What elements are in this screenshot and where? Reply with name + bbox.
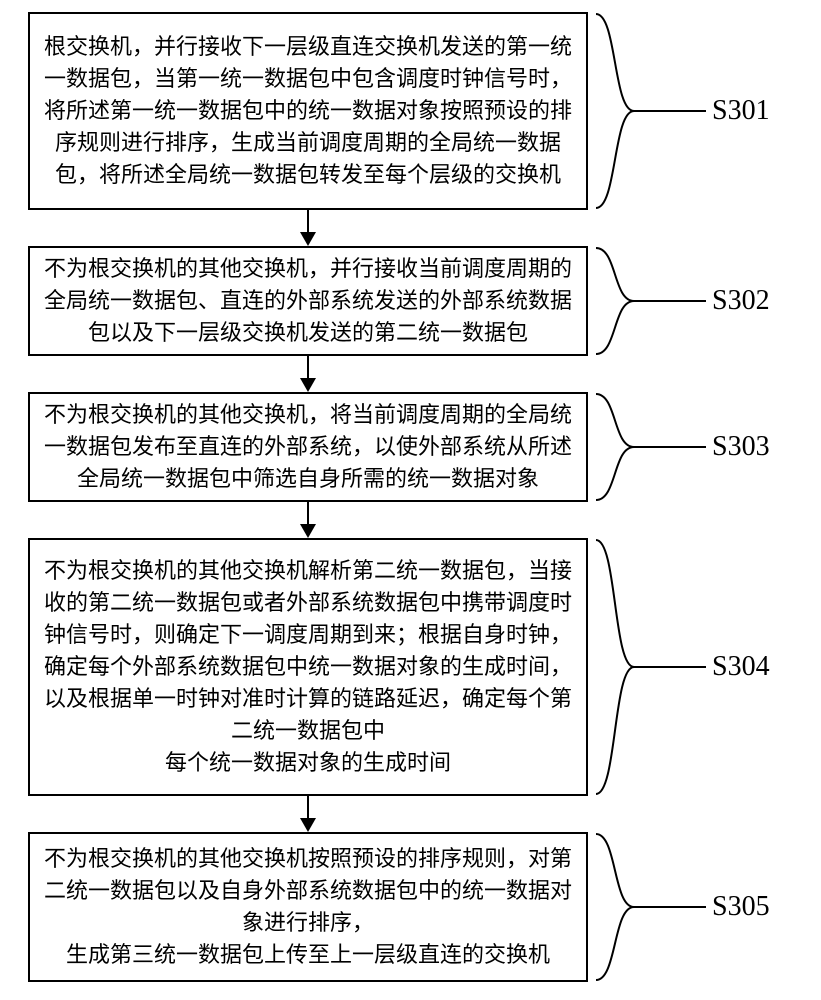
flow-step-text: 不为根交换机的其他交换机，将当前调度周期的全局统一数据包发布至直连的外部系统，以… (40, 399, 576, 495)
arrow-stem-s302 (307, 356, 309, 378)
brace-tick-s304 (634, 666, 706, 668)
arrow-head-s303 (300, 524, 316, 538)
arrow-head-s304 (300, 818, 316, 832)
brace-s305 (596, 832, 634, 982)
flowchart-canvas: 根交换机，并行接收下一层级直连交换机发送的第一统一数据包，当第一统一数据包中包含… (0, 0, 821, 1000)
brace-s303 (596, 392, 634, 502)
flow-step-s305: 不为根交换机的其他交换机按照预设的排序规则，对第二统一数据包以及自身外部系统数据… (28, 832, 588, 982)
arrow-stem-s303 (307, 502, 309, 524)
step-label-s303: S303 (712, 431, 770, 463)
brace-tick-s301 (634, 110, 706, 112)
arrow-head-s301 (300, 232, 316, 246)
brace-s302 (596, 246, 634, 356)
brace-s304 (596, 538, 634, 796)
step-label-s302: S302 (712, 285, 770, 317)
brace-tick-s302 (634, 300, 706, 302)
flow-step-text: 根交换机，并行接收下一层级直连交换机发送的第一统一数据包，当第一统一数据包中包含… (40, 31, 576, 190)
brace-tick-s303 (634, 446, 706, 448)
step-label-s305: S305 (712, 891, 770, 923)
brace-s301 (596, 12, 634, 210)
flow-step-s304: 不为根交换机的其他交换机解析第二统一数据包，当接收的第二统一数据包或者外部系统数… (28, 538, 588, 796)
brace-tick-s305 (634, 906, 706, 908)
step-label-s301: S301 (712, 95, 770, 127)
flow-step-s302: 不为根交换机的其他交换机，并行接收当前调度周期的全局统一数据包、直连的外部系统发… (28, 246, 588, 356)
flow-step-s301: 根交换机，并行接收下一层级直连交换机发送的第一统一数据包，当第一统一数据包中包含… (28, 12, 588, 210)
flow-step-text: 不为根交换机的其他交换机解析第二统一数据包，当接收的第二统一数据包或者外部系统数… (40, 555, 576, 778)
arrow-stem-s301 (307, 210, 309, 232)
arrow-stem-s304 (307, 796, 309, 818)
step-label-s304: S304 (712, 651, 770, 683)
flow-step-text: 不为根交换机的其他交换机按照预设的排序规则，对第二统一数据包以及自身外部系统数据… (40, 843, 576, 971)
arrow-head-s302 (300, 378, 316, 392)
flow-step-text: 不为根交换机的其他交换机，并行接收当前调度周期的全局统一数据包、直连的外部系统发… (40, 253, 576, 349)
flow-step-s303: 不为根交换机的其他交换机，将当前调度周期的全局统一数据包发布至直连的外部系统，以… (28, 392, 588, 502)
